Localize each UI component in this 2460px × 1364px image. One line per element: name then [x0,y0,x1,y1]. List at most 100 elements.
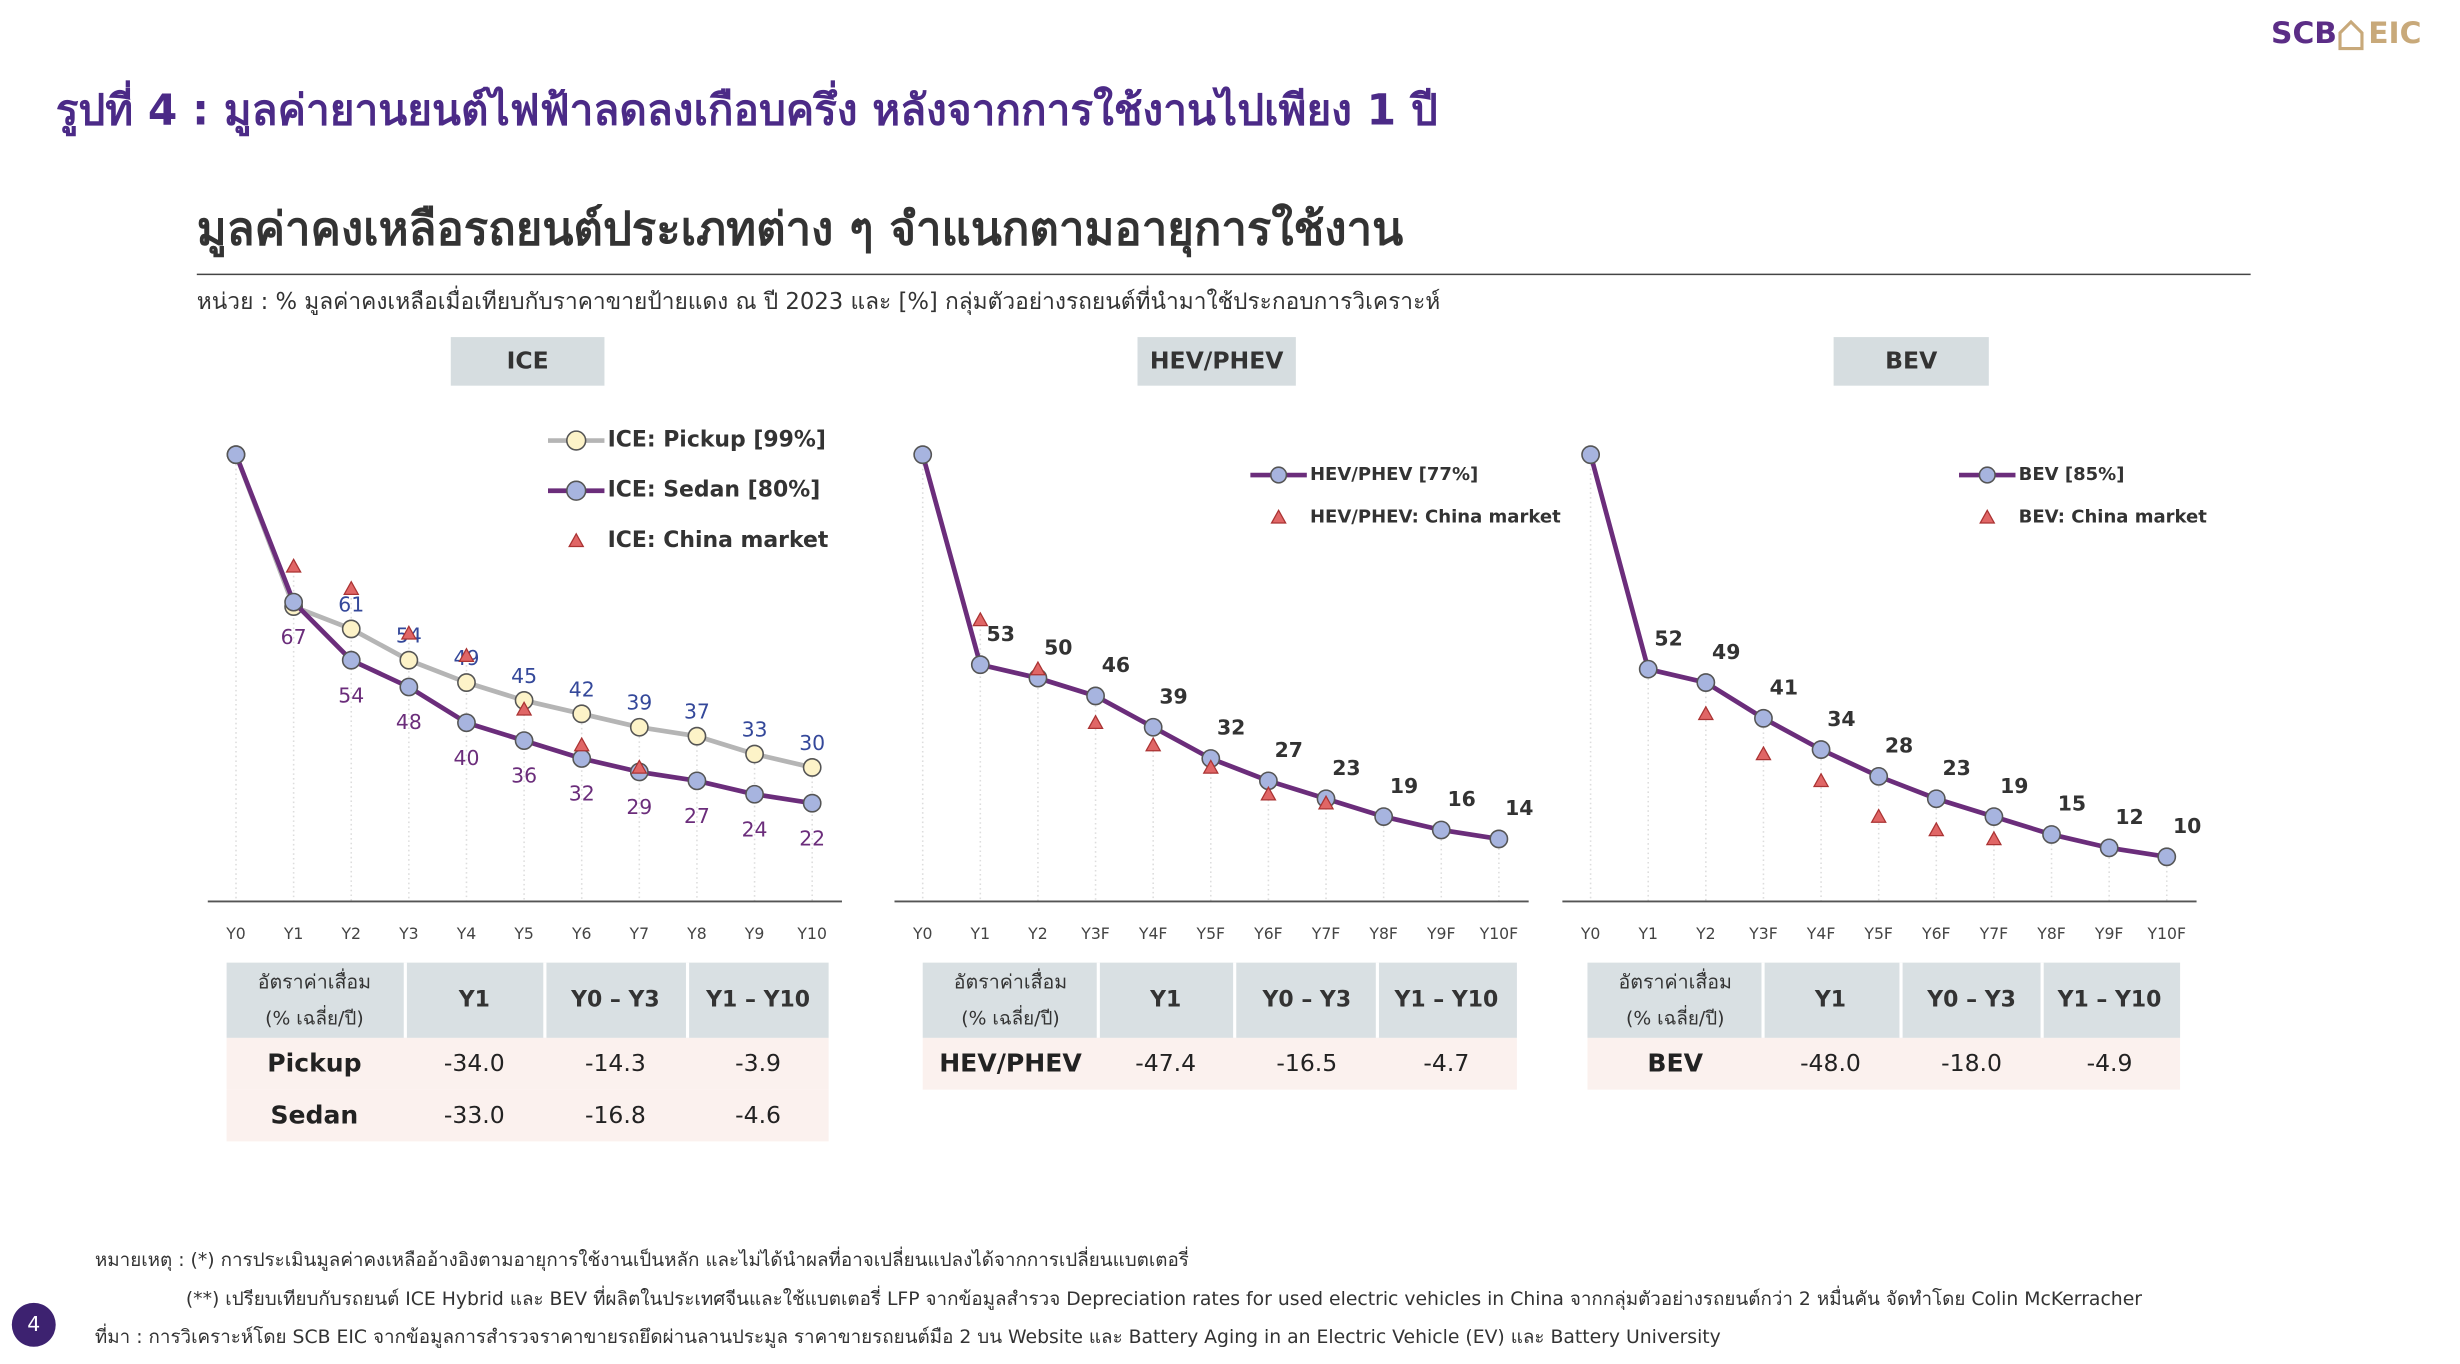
x-tick-label: Y5F [1863,924,1893,943]
panel-title: ICE [507,347,549,375]
table-row-label: BEV [1647,1049,1703,1078]
x-tick-label: Y6F [1921,924,1951,943]
x-tick-label: Y7F [1311,924,1341,943]
point [399,677,419,697]
table-header: Y1 – Y10 [705,987,810,1012]
legend-marker [568,532,585,548]
panel-header-bg [450,337,605,386]
data-label: 19 [1390,774,1418,798]
table-header: Y1 [1149,987,1181,1012]
panel-header-bg [1137,337,1296,386]
x-tick-label: Y8F [2036,924,2066,943]
china-marker [458,647,475,663]
table-cell: -4.9 [2087,1049,2133,1077]
data-label: 19 [2000,774,2028,798]
x-tick-label: Y8 [686,924,707,943]
x-tick-label: Y2 [340,924,361,943]
china-marker [972,611,989,627]
data-label: 28 [1885,734,1913,758]
logo-right: EIC [2368,16,2421,51]
point [399,650,419,670]
table-row-bg [226,1089,829,1142]
legend-label: ICE: Sedan [80%] [608,478,821,503]
x-tick-label: Y2 [1027,924,1048,943]
table-cell: -16.8 [585,1101,646,1129]
x-tick-label: Y8F [1368,924,1398,943]
point [1869,766,1889,786]
x-tick-label: Y5 [513,924,534,943]
x-tick-label: Y10F [2147,924,2187,943]
source: ที่มา : การวิเคราะห์โดย SCB EIC จากข้อมู… [95,1323,1721,1348]
data-label: 54 [338,683,364,707]
table-row-bg [1587,1037,2181,1090]
data-label: 29 [626,795,652,819]
data-label: 33 [742,718,768,742]
table-cell: -34.0 [444,1049,505,1077]
data-label: 40 [454,746,480,770]
table-row-label: Sedan [270,1100,358,1129]
data-label: 42 [569,677,595,701]
point [913,445,933,465]
table-header: อัตราค่าเสื่อม [258,969,371,994]
x-tick-label: Y0 [225,924,246,943]
x-tick-label: Y4 [456,924,477,943]
point [802,793,822,813]
point [1086,686,1105,706]
point [572,749,592,768]
china-marker [1870,808,1887,823]
data-label: 61 [338,592,364,616]
point [970,655,990,675]
x-tick-label: Y3 [398,924,419,943]
china-marker [1145,736,1162,752]
point [284,592,304,612]
table-header: Y1 – Y10 [1393,987,1498,1012]
point [2042,825,2061,844]
legend-label: ICE: China market [608,528,829,553]
note: (**) เปรียบเทียบกับรถยนต์ ICE Hybrid และ… [186,1285,2142,1311]
point [629,717,649,737]
table-row-label: Pickup [267,1049,361,1078]
point [457,673,476,692]
x-tick-label: Y3F [1080,924,1110,943]
x-tick-label: Y4F [1138,924,1168,943]
table-header: (% เฉลี่ย/ปี) [265,1005,364,1030]
x-tick-label: Y10F [1479,924,1519,943]
china-marker [1260,785,1277,801]
table-cell: -14.3 [585,1049,646,1077]
table-cell: -33.0 [444,1101,505,1129]
legend-label: HEV/PHEV [77%] [1310,464,1478,485]
table-header: Y0 – Y3 [1262,987,1352,1012]
x-tick-label: Y2 [1695,924,1716,943]
table-header-bg [226,962,829,1038]
point [1143,717,1163,737]
data-label: 23 [1332,756,1360,780]
point [1811,740,1831,759]
point [1374,807,1394,827]
x-tick-label: Y3F [1748,924,1778,943]
china-marker [400,625,417,640]
china-marker [1985,830,2003,846]
point [1489,829,1509,849]
data-label: 49 [1712,640,1740,664]
china-marker [1812,772,1830,788]
x-tick-label: Y6F [1253,924,1283,943]
data-label: 41 [1770,676,1798,700]
logo-icon [2338,19,2364,51]
data-label: 30 [799,731,825,755]
data-label: 27 [1275,738,1303,762]
legend-marker [1270,509,1287,524]
point [341,650,361,670]
unit-note: หน่วย : % มูลค่าคงเหลือเมื่อเทียบกับราคา… [197,285,1440,315]
x-tick-label: Y6 [571,924,592,943]
data-label: 36 [511,764,537,788]
legend-marker [1979,509,1996,524]
data-label: 37 [684,700,710,724]
panel-title: HEV/PHEV [1150,347,1284,375]
x-tick-label: Y0 [912,924,933,943]
point [1754,708,1773,728]
point [2099,838,2119,858]
logo-left: SCB [2271,16,2337,51]
page-title: รูปที่ 4 : มูลค่ายานยนต์ไฟฟ้าลดลงเกือบคร… [56,79,1438,136]
legend-marker [566,430,587,451]
